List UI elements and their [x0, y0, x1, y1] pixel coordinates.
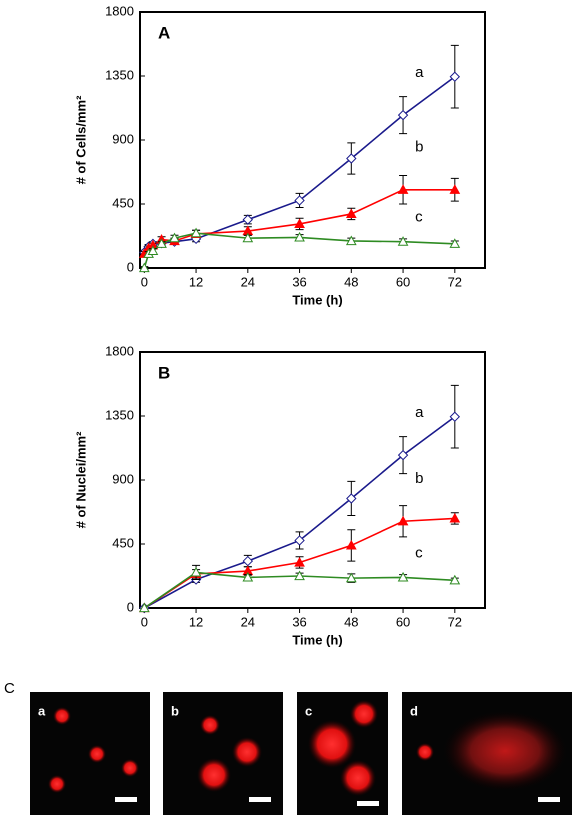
marker	[449, 71, 461, 82]
panel-label: A	[158, 23, 170, 42]
micrograph: b	[163, 692, 283, 815]
marker	[169, 232, 180, 243]
y-axis-title: # of Nuclei/mm²	[73, 431, 88, 528]
marker	[156, 238, 167, 248]
micrograph: c	[297, 692, 388, 815]
marker	[449, 238, 461, 248]
x-tick-label: 12	[189, 274, 203, 289]
marker	[449, 411, 461, 422]
marker	[397, 571, 409, 582]
marker	[190, 227, 202, 238]
marker	[397, 515, 409, 526]
y-tick-label: 900	[112, 471, 134, 486]
marker	[397, 236, 409, 246]
series-label: c	[415, 544, 423, 561]
x-tick-label: 60	[396, 614, 410, 629]
marker	[397, 109, 409, 121]
image-label: b	[171, 703, 179, 718]
marker	[345, 235, 357, 246]
marker	[346, 153, 357, 164]
x-tick-label: 0	[141, 274, 148, 289]
y-tick-label: 450	[112, 195, 134, 210]
x-tick-label: 72	[448, 614, 462, 629]
y-tick-label: 0	[127, 599, 134, 614]
panel-label: B	[158, 363, 170, 382]
y-tick-label: 450	[112, 535, 134, 550]
image-label: c	[305, 703, 312, 718]
marker	[294, 195, 305, 206]
marker	[138, 262, 150, 273]
image-label: a	[38, 703, 46, 718]
marker	[294, 231, 305, 242]
marker	[242, 232, 254, 243]
series-label: b	[415, 139, 423, 156]
y-tick-label: 0	[127, 259, 134, 274]
marker	[345, 572, 357, 583]
series-label: a	[415, 64, 424, 81]
plot-frame	[139, 351, 486, 609]
x-tick-label: 12	[189, 614, 203, 629]
image-label: d	[410, 703, 418, 718]
x-tick-label: 36	[292, 274, 306, 289]
x-tick-label: 48	[344, 614, 358, 629]
marker	[449, 574, 461, 585]
marker	[294, 570, 305, 581]
x-axis-title: Time (h)	[292, 632, 342, 647]
marker	[242, 214, 254, 225]
y-axis-title: # of Cells/mm²	[73, 95, 88, 185]
series-label: c	[415, 209, 423, 226]
micrograph: a	[30, 692, 150, 815]
y-tick-label: 900	[112, 131, 134, 146]
micrograph: d	[402, 692, 572, 815]
marker	[449, 184, 461, 194]
x-tick-label: 48	[344, 274, 358, 289]
y-tick-label: 1350	[105, 67, 134, 82]
x-tick-label: 72	[448, 274, 462, 289]
marker	[294, 218, 305, 229]
panel-label: C	[4, 680, 15, 697]
marker	[397, 449, 409, 461]
marker	[345, 539, 357, 550]
series-label: b	[415, 470, 423, 487]
marker	[294, 556, 305, 567]
marker	[449, 512, 461, 523]
marker	[345, 208, 357, 219]
y-tick-label: 1350	[105, 407, 134, 422]
marker	[190, 566, 202, 577]
plot-frame	[139, 11, 486, 269]
marker	[242, 555, 254, 567]
y-tick-label: 1800	[105, 343, 134, 358]
marker	[138, 602, 150, 613]
y-tick-label: 1800	[105, 3, 134, 18]
marker	[346, 493, 357, 504]
series-label: a	[415, 404, 424, 421]
marker	[397, 184, 409, 194]
x-tick-label: 36	[292, 614, 306, 629]
x-tick-label: 0	[141, 614, 148, 629]
marker	[242, 571, 254, 582]
x-tick-label: 24	[241, 614, 255, 629]
marker	[147, 245, 159, 256]
x-tick-label: 24	[241, 274, 255, 289]
x-axis-title: Time (h)	[292, 292, 342, 307]
x-tick-label: 60	[396, 274, 410, 289]
marker	[294, 535, 305, 546]
